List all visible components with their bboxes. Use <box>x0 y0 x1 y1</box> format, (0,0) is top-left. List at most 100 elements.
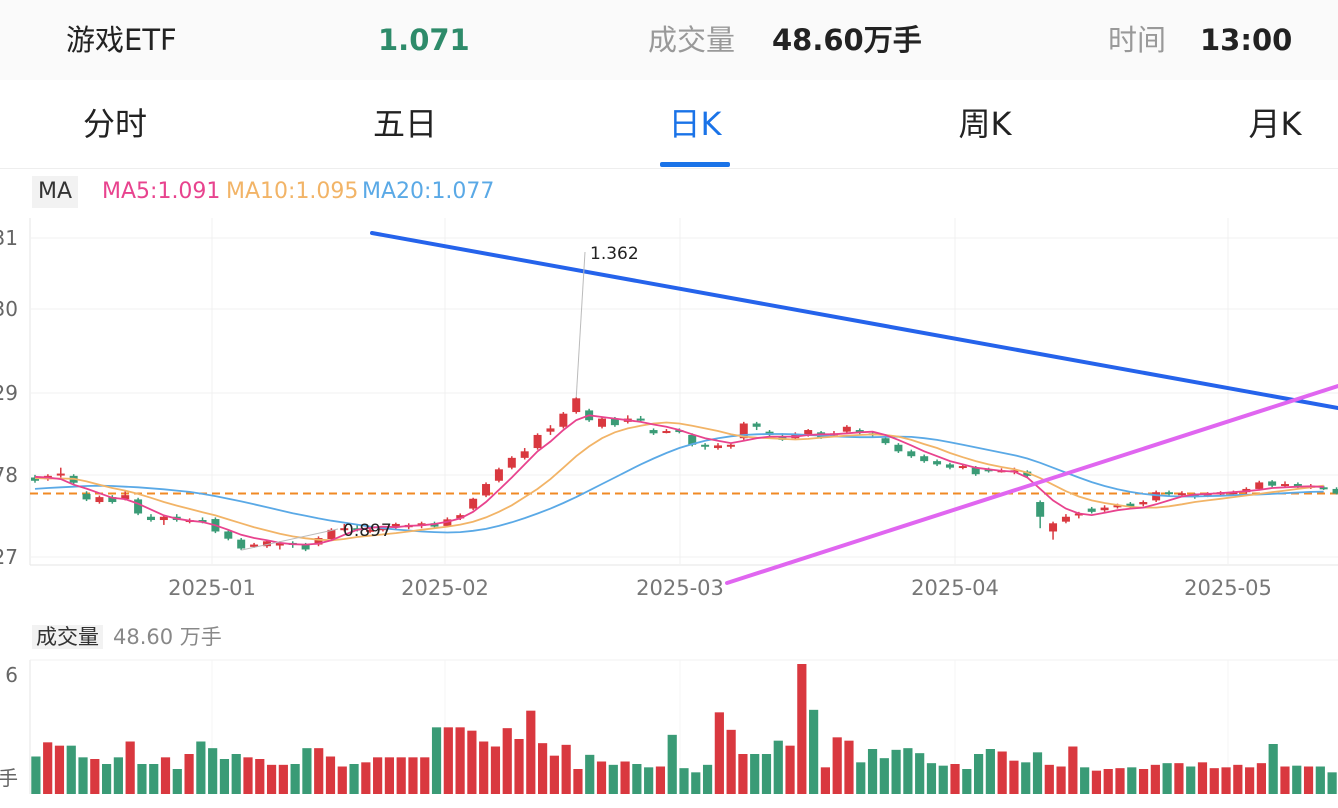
candle <box>430 521 439 529</box>
candle <box>507 456 516 470</box>
candle-body <box>275 542 284 546</box>
volume-bar <box>702 764 713 794</box>
candle <box>1255 480 1264 491</box>
volume-bar <box>750 754 760 794</box>
candle-body <box>714 445 722 449</box>
candle-body <box>1036 502 1045 517</box>
volume-bar <box>1150 764 1160 794</box>
tab-intraday[interactable]: 分时 <box>82 105 148 143</box>
candle-body <box>520 451 529 458</box>
candle-body <box>366 529 375 532</box>
volume-bar <box>809 709 819 794</box>
candle-body <box>1255 482 1264 489</box>
candle-body <box>933 461 942 465</box>
volume-bar <box>585 754 595 794</box>
time-value: 13:00 <box>1200 23 1293 57</box>
volume-bar <box>420 757 430 794</box>
volume-bar <box>325 756 336 794</box>
volume-bar <box>726 729 736 794</box>
candle-body <box>894 444 903 452</box>
candle <box>56 467 65 478</box>
candle <box>1087 506 1096 514</box>
volume-bar <box>1174 763 1184 794</box>
candle <box>945 462 954 470</box>
candle <box>920 454 929 463</box>
candle-body <box>95 497 104 503</box>
volume-bar <box>373 757 383 794</box>
candle-body <box>301 544 310 550</box>
volume-bar <box>160 757 171 794</box>
tab-weekly-k[interactable]: 周K <box>958 105 1012 143</box>
ma20-label: MA20:1.077 <box>362 179 495 204</box>
candle <box>933 459 942 467</box>
candle-body <box>855 430 864 433</box>
volume-axis-unit-label: 手 <box>0 766 18 790</box>
volume-bar <box>738 754 748 794</box>
volume-bar <box>926 763 937 794</box>
volume-bar <box>1032 752 1043 794</box>
volume-bar <box>761 754 772 794</box>
volume-bar <box>361 762 371 794</box>
candle-body <box>739 423 748 439</box>
volume-bar <box>785 745 795 794</box>
max-price-label: 1.362 <box>590 244 639 264</box>
volume-bar <box>1303 766 1314 794</box>
volume-bar <box>1044 764 1054 794</box>
tab-monthly-k[interactable]: 月K <box>1248 105 1302 143</box>
candle <box>314 536 323 547</box>
candle-body <box>443 519 452 526</box>
candle-body <box>1319 487 1328 490</box>
volume-bar <box>1009 760 1019 794</box>
volume-bar <box>820 767 831 794</box>
candle <box>649 428 658 435</box>
volume-bar <box>1138 769 1149 794</box>
volume-bar <box>1080 767 1090 794</box>
volume-bar <box>1186 766 1196 794</box>
candle <box>752 421 761 431</box>
volume-bar <box>1268 744 1278 794</box>
volume-bar <box>43 742 53 794</box>
volume-bar <box>667 734 677 794</box>
candle-body <box>945 464 954 468</box>
candle <box>1332 487 1338 495</box>
ma10-label: MA10:1.095 <box>226 179 359 204</box>
volume-bar <box>679 768 689 794</box>
volume-bar <box>773 740 783 794</box>
candle-body <box>1049 523 1058 532</box>
candle-body <box>636 418 645 421</box>
volume-bar <box>467 730 477 794</box>
candle <box>1049 521 1058 540</box>
volume-bar <box>1103 769 1113 794</box>
candle-body <box>1061 516 1070 522</box>
candle-body <box>1165 492 1174 495</box>
tab-five-day[interactable]: 五日 <box>372 105 438 143</box>
volume-bar <box>1197 762 1208 794</box>
ma-selector[interactable]: MA <box>32 176 79 208</box>
volume-bar <box>90 759 100 794</box>
volume-bar <box>255 759 265 794</box>
x-tick-label: 2025-04 <box>911 576 999 600</box>
candle-body <box>662 431 671 434</box>
volume-bar <box>797 664 807 794</box>
volume-bar <box>950 764 960 794</box>
candle-body <box>572 398 581 413</box>
volume-bar <box>596 761 607 794</box>
candle-body <box>31 477 39 481</box>
last-price: 1.071 <box>378 23 470 57</box>
tab-daily-k[interactable]: 日K <box>668 105 722 143</box>
volume-indicator-selector[interactable]: 成交量 <box>32 625 103 649</box>
volume-bar <box>1245 767 1255 794</box>
volume-bar <box>408 757 418 794</box>
candle-body <box>456 515 465 519</box>
candle <box>494 467 503 483</box>
candle-body <box>1152 492 1161 501</box>
candle <box>636 415 645 422</box>
candle <box>572 397 581 414</box>
candle-body <box>146 516 155 521</box>
volume-bar <box>1315 766 1325 794</box>
volume-bar <box>514 739 524 794</box>
candle-body <box>507 457 516 468</box>
candle <box>482 482 491 498</box>
candle-body <box>314 538 323 545</box>
